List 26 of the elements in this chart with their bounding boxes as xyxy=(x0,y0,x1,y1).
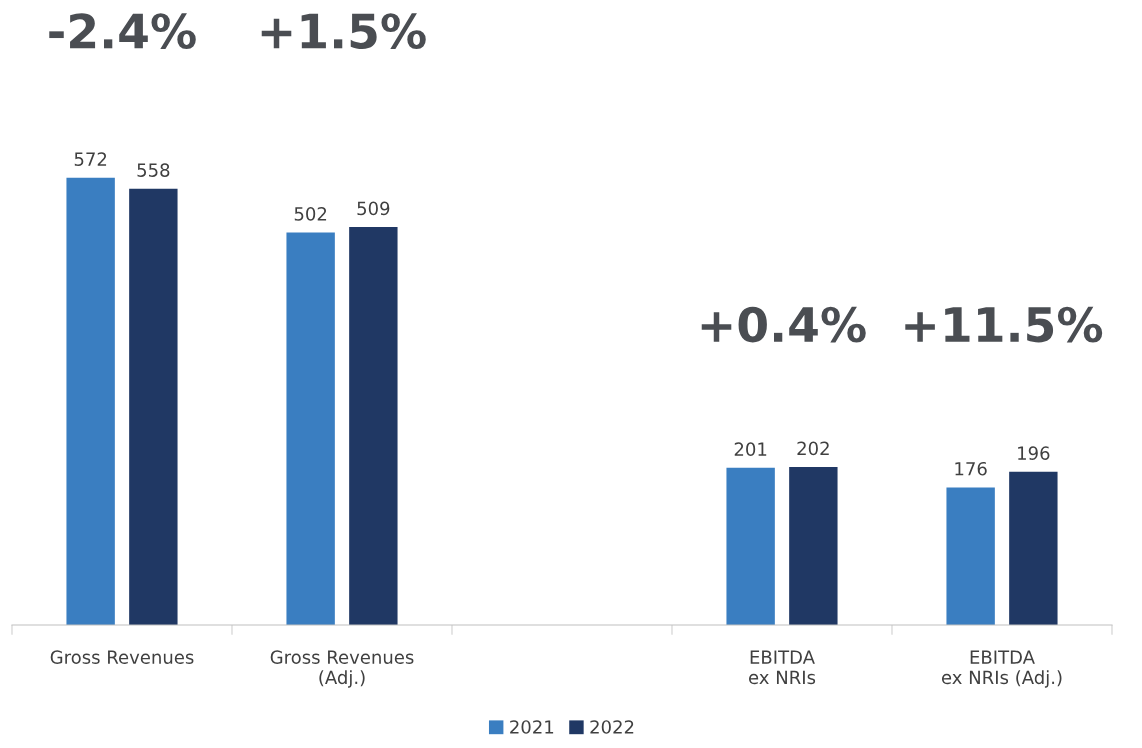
bar xyxy=(349,227,398,625)
bar xyxy=(789,467,838,625)
bar xyxy=(286,232,335,625)
data-label: 202 xyxy=(797,441,829,456)
bar xyxy=(1009,471,1058,625)
data-label: 509 xyxy=(357,201,390,216)
data-label: 176 xyxy=(955,461,987,476)
bar xyxy=(726,467,775,625)
legend-label: 2021 xyxy=(510,720,554,734)
data-label: 572 xyxy=(74,152,107,166)
x-tick-label: EBITDA ex NRIs (Adj.) xyxy=(941,650,1062,688)
text: -2.4% xyxy=(49,13,196,49)
data-label: 201 xyxy=(734,442,767,457)
text: +1.5% xyxy=(261,13,426,49)
annotation: +11.5% xyxy=(905,306,1103,343)
data-label: 558 xyxy=(137,163,170,177)
legend-label: 2022 xyxy=(590,720,634,734)
x-tick-label: Gross Revenues (Adj.) xyxy=(270,650,414,688)
bar xyxy=(129,188,178,625)
x-tick-label: Gross Revenues xyxy=(50,650,194,664)
data-label: 196 xyxy=(1018,446,1050,460)
bar xyxy=(66,177,115,625)
x-tick-label: EBITDA ex NRIs xyxy=(748,650,816,685)
data-label: 502 xyxy=(294,207,327,221)
bar xyxy=(946,487,995,625)
annotation: +0.4% xyxy=(701,306,866,343)
